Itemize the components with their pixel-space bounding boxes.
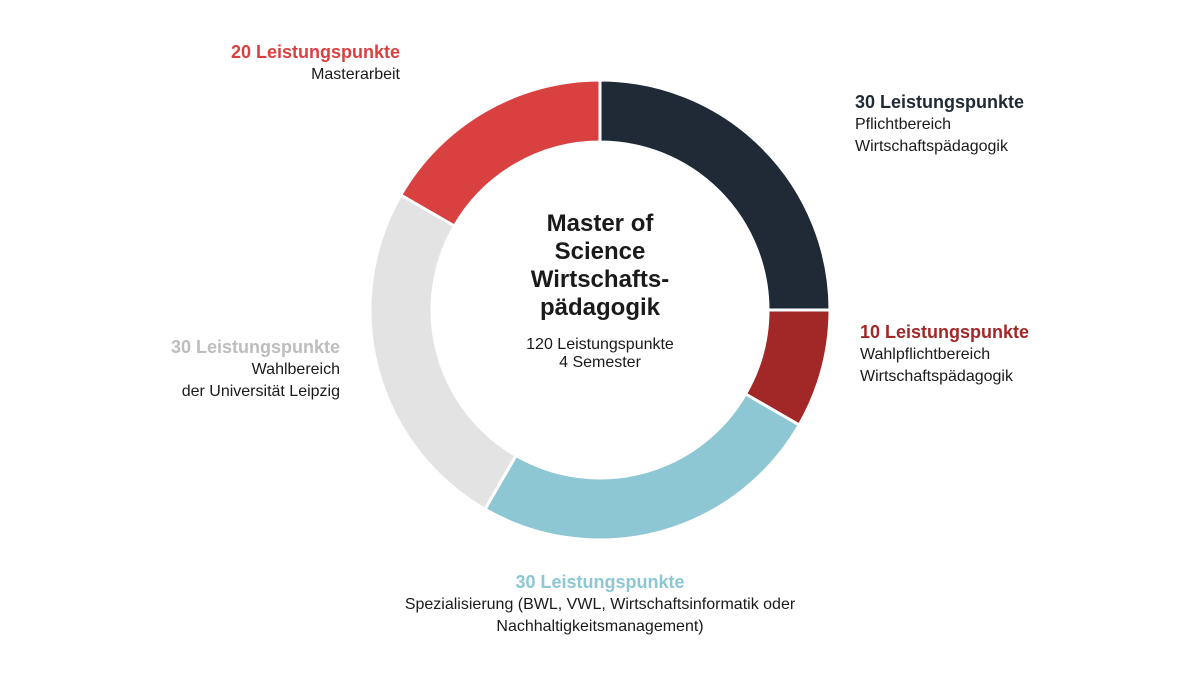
slice-wahlbereich xyxy=(370,195,516,509)
slice-spezialisierung xyxy=(485,394,799,540)
label-wahlbereich: 30 LeistungspunkteWahlbereichder Univers… xyxy=(60,335,340,402)
label-desc-masterarbeit: Masterarbeit xyxy=(120,64,400,86)
slice-pflicht xyxy=(600,80,830,310)
label-desc-pflicht: Pflichtbereich xyxy=(855,114,1155,136)
chart-stage: Master ofScienceWirtschafts-pädagogik 12… xyxy=(0,0,1200,675)
label-lp-masterarbeit: 20 Leistungspunkte xyxy=(120,40,400,64)
label-lp-wahlpflicht: 10 Leistungspunkte xyxy=(860,320,1160,344)
label-lp-pflicht: 30 Leistungspunkte xyxy=(855,90,1155,114)
label-desc-spezialisierung: Spezialisierung (BWL, VWL, Wirtschaftsin… xyxy=(360,594,840,616)
label-wahlpflicht: 10 LeistungspunkteWahlpflichtbereichWirt… xyxy=(860,320,1160,387)
label-spezialisierung: 30 LeistungspunkteSpezialisierung (BWL, … xyxy=(360,570,840,637)
label-desc-wahlpflicht: Wirtschaftspädagogik xyxy=(860,366,1160,388)
label-desc-wahlbereich: Wahlbereich xyxy=(60,359,340,381)
label-lp-spezialisierung: 30 Leistungspunkte xyxy=(360,570,840,594)
slice-masterarbeit xyxy=(401,80,600,226)
label-desc-spezialisierung: Nachhaltigkeitsmanagement) xyxy=(360,616,840,638)
label-desc-wahlpflicht: Wahlpflichtbereich xyxy=(860,344,1160,366)
label-desc-wahlbereich: der Universität Leipzig xyxy=(60,381,340,403)
label-lp-wahlbereich: 30 Leistungspunkte xyxy=(60,335,340,359)
label-desc-pflicht: Wirtschaftspädagogik xyxy=(855,136,1155,158)
label-pflicht: 30 LeistungspunktePflichtbereichWirtscha… xyxy=(855,90,1155,157)
label-masterarbeit: 20 LeistungspunkteMasterarbeit xyxy=(120,40,400,86)
